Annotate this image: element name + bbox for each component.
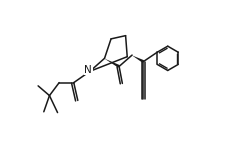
Text: N: N (84, 65, 92, 75)
Polygon shape (132, 55, 144, 63)
Polygon shape (104, 59, 120, 68)
